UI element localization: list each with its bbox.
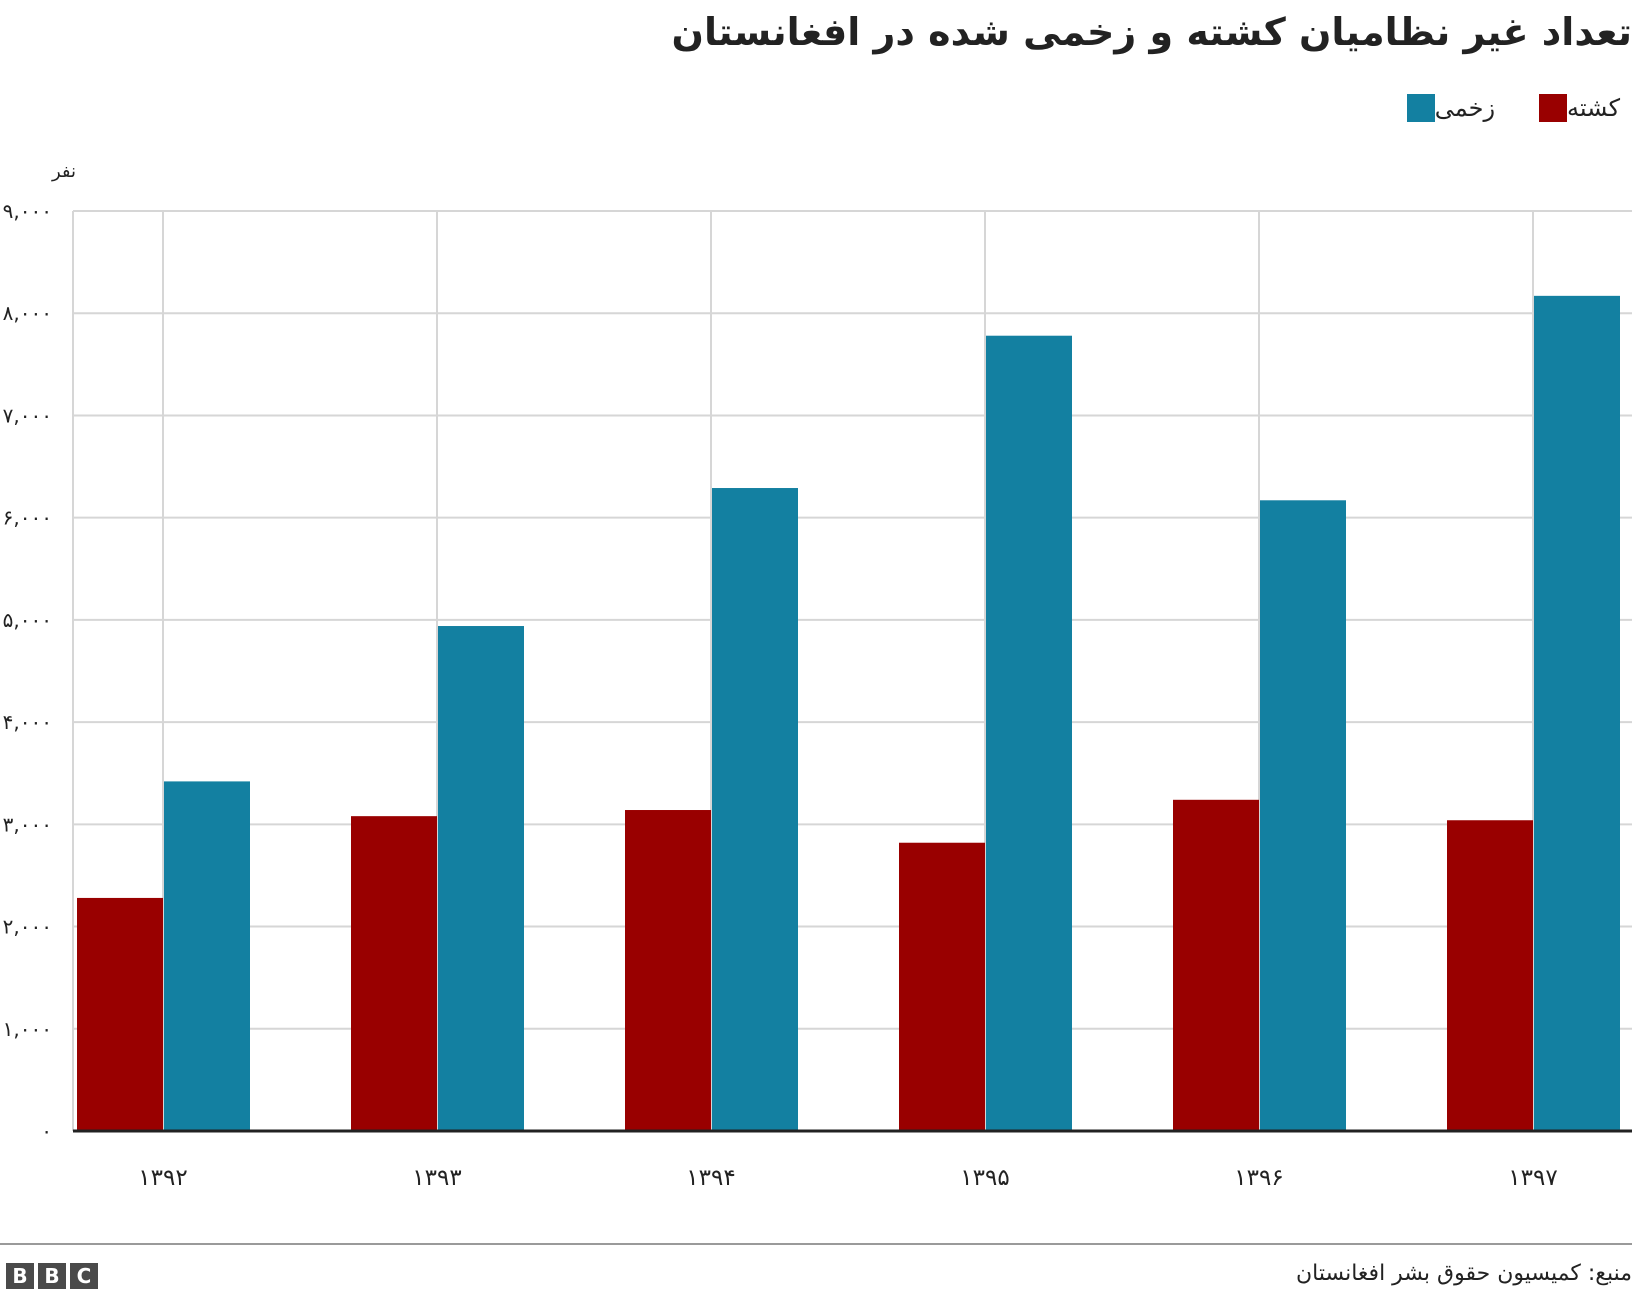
source-note: منبع: کمیسیون حقوق بشر افغانستان (1295, 1261, 1632, 1286)
bar-killed (77, 897, 163, 1131)
bar-killed (899, 842, 985, 1131)
y-tick-label: ۳,۰۰۰ (3, 812, 52, 836)
legend-item-killed: کشته (1539, 94, 1632, 122)
bar-killed (1173, 799, 1259, 1131)
y-axis-ticks: ۰ ۱,۰۰۰ ۲,۰۰۰ ۳,۰۰۰ ۴,۰۰۰ ۵,۰۰۰ ۶,۰۰۰ ۷,۰۰۰ ۸,۰۰… (3, 199, 52, 1143)
footer-divider (0, 1243, 1632, 1245)
bar-wounded (1534, 295, 1620, 1131)
bar-wounded (712, 488, 798, 1131)
x-tick-label: ۱۳۹۷ (1508, 1165, 1557, 1191)
bar-wounded (164, 781, 250, 1131)
legend-label-killed: کشته (1567, 94, 1620, 122)
legend-item-wounded: زخمی (1406, 94, 1507, 122)
bar-wounded (986, 335, 1072, 1131)
y-tick-label: ۰ (41, 1119, 52, 1143)
x-tick-label: ۱۳۹۵ (960, 1165, 1009, 1191)
bar-chart: نفر ۰ ۱,۰۰۰ ۲,۰۰۰ ۳,۰۰۰ ۴,۰۰۰ ۵,۰۰۰ ۶,۰۰۰ ۷,۰۰۰… (3, 161, 1632, 1191)
x-tick-label: ۱۳۹۶ (1234, 1165, 1283, 1191)
y-tick-label: ۹,۰۰۰ (3, 199, 52, 223)
bars (77, 295, 1620, 1131)
y-tick-label: ۵,۰۰۰ (3, 608, 52, 632)
chart-legend: زخمی کشته (1375, 88, 1632, 128)
x-tick-label: ۱۳۹۳ (412, 1165, 461, 1191)
y-tick-label: ۶,۰۰۰ (3, 506, 52, 530)
y-tick-label: ۴,۰۰۰ (3, 710, 52, 734)
bbc-logo: B B C (6, 1263, 102, 1289)
bbc-logo-letter: B (38, 1263, 66, 1289)
bar-wounded (438, 626, 524, 1131)
bar-killed (351, 816, 437, 1131)
y-axis-unit-label: نفر (51, 161, 76, 182)
bbc-logo-letter: C (70, 1263, 98, 1289)
legend-swatch-wounded (1406, 94, 1435, 122)
bar-killed (1447, 820, 1533, 1131)
legend-swatch-killed (1539, 94, 1568, 122)
y-tick-label: ۸,۰۰۰ (3, 301, 52, 325)
x-tick-label: ۱۳۹۲ (138, 1165, 187, 1191)
bbc-logo-letter: B (6, 1263, 34, 1289)
bar-killed (625, 810, 711, 1131)
gridlines (72, 210, 1632, 1131)
y-tick-label: ۲,۰۰۰ (3, 915, 52, 939)
x-axis-ticks: ۱۳۹۲ ۱۳۹۳ ۱۳۹۴ ۱۳۹۵ ۱۳۹۶ ۱۳۹۷ (138, 1165, 1557, 1191)
y-tick-label: ۱,۰۰۰ (3, 1017, 52, 1041)
legend-label-wounded: زخمی (1434, 94, 1496, 122)
x-tick-label: ۱۳۹۴ (686, 1165, 735, 1191)
y-tick-label: ۷,۰۰۰ (3, 403, 52, 427)
chart-title: تعداد غیر نظامیان کشته و زخمی شده در افغ… (671, 10, 1632, 54)
bar-wounded (1260, 500, 1346, 1131)
